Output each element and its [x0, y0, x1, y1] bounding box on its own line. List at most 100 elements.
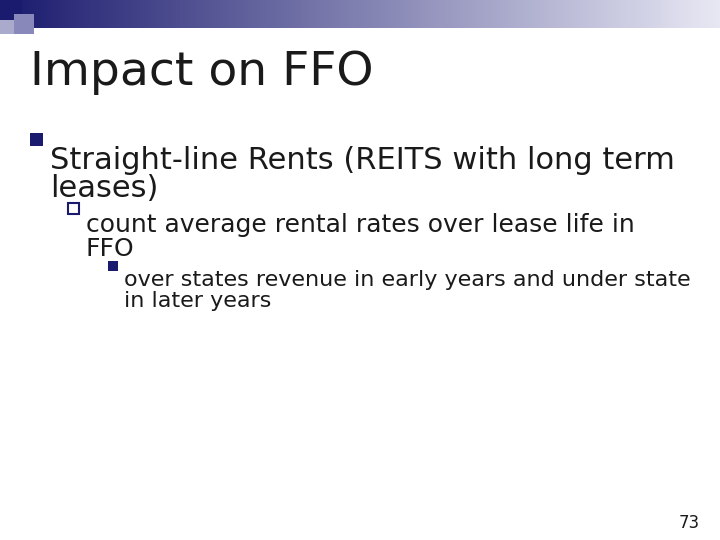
Bar [432, 0, 436, 28]
Bar [18, 0, 22, 28]
Bar [540, 0, 544, 28]
Bar [223, 0, 228, 28]
Bar [151, 0, 156, 28]
Bar [371, 0, 375, 28]
Bar [421, 0, 426, 28]
Bar [281, 0, 285, 28]
Text: 73: 73 [679, 514, 700, 532]
Text: leases): leases) [50, 174, 158, 203]
Bar [709, 0, 714, 28]
Bar [450, 0, 454, 28]
Bar [50, 0, 55, 28]
Bar [446, 0, 451, 28]
Text: in later years: in later years [124, 291, 271, 311]
Bar [14, 14, 34, 34]
Bar [558, 0, 562, 28]
Bar [688, 0, 692, 28]
Bar [612, 0, 616, 28]
Bar [61, 0, 66, 28]
Bar [666, 0, 670, 28]
Bar [108, 261, 118, 271]
Bar [83, 0, 87, 28]
Bar [644, 0, 649, 28]
Bar [601, 0, 606, 28]
Bar [277, 0, 282, 28]
Text: Straight-line Rents (REITS with long term: Straight-line Rents (REITS with long ter… [50, 146, 675, 175]
Bar [158, 0, 163, 28]
Bar [198, 0, 202, 28]
Bar [194, 0, 199, 28]
Bar [94, 0, 98, 28]
Bar [565, 0, 570, 28]
Bar [299, 0, 303, 28]
Bar [25, 0, 30, 28]
Bar [695, 0, 699, 28]
Bar [155, 0, 159, 28]
Bar [173, 0, 177, 28]
Bar [68, 0, 73, 28]
Bar [184, 0, 188, 28]
Bar [295, 0, 300, 28]
Bar [266, 0, 271, 28]
Bar [187, 0, 192, 28]
Bar [342, 0, 346, 28]
Bar [562, 0, 566, 28]
Bar [382, 0, 386, 28]
Bar [551, 0, 555, 28]
Bar [454, 0, 458, 28]
Bar [662, 0, 667, 28]
Bar [641, 0, 645, 28]
Bar [608, 0, 613, 28]
Bar [425, 0, 429, 28]
Bar [616, 0, 620, 28]
Bar [227, 0, 231, 28]
Bar [652, 0, 656, 28]
Bar [619, 0, 624, 28]
Bar [14, 0, 19, 28]
Bar [79, 0, 84, 28]
Bar [677, 0, 681, 28]
Bar [698, 0, 703, 28]
Bar [389, 0, 393, 28]
Bar [40, 0, 44, 28]
Bar [547, 0, 552, 28]
Bar [392, 0, 397, 28]
Bar [328, 0, 332, 28]
Bar [472, 0, 476, 28]
Bar [191, 0, 195, 28]
Bar [288, 0, 292, 28]
Bar [140, 0, 145, 28]
Bar [54, 0, 58, 28]
Text: count average rental rates over lease life in: count average rental rates over lease li… [86, 213, 635, 237]
Bar [490, 0, 494, 28]
Bar [713, 0, 717, 28]
Bar [216, 0, 220, 28]
Bar [245, 0, 249, 28]
Bar [0, 20, 14, 34]
Bar [86, 0, 91, 28]
Bar [486, 0, 490, 28]
Bar [180, 0, 184, 28]
Bar [428, 0, 433, 28]
Bar [400, 0, 404, 28]
Bar [583, 0, 588, 28]
Bar [634, 0, 638, 28]
Bar [11, 0, 15, 28]
Bar [144, 0, 148, 28]
Bar [623, 0, 627, 28]
Bar [659, 0, 663, 28]
Bar [716, 0, 720, 28]
Bar [58, 0, 62, 28]
Bar [353, 0, 357, 28]
Bar [137, 0, 141, 28]
Bar [515, 0, 519, 28]
Bar [511, 0, 516, 28]
Bar [97, 0, 102, 28]
Bar [320, 0, 325, 28]
Bar [544, 0, 548, 28]
Bar [263, 0, 267, 28]
Bar [439, 0, 444, 28]
Bar [248, 0, 253, 28]
Bar [410, 0, 415, 28]
Bar [418, 0, 422, 28]
